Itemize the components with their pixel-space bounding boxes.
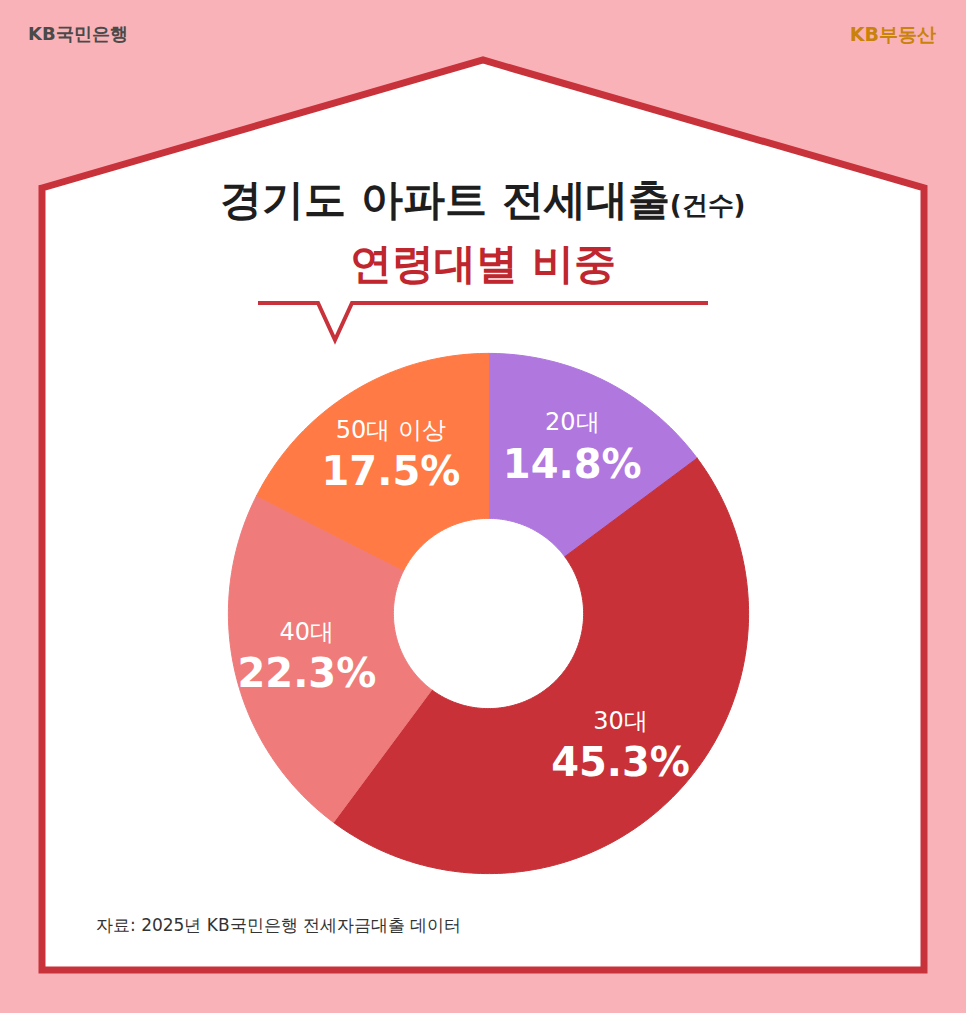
html-text:경기도 아파트 전세대출(건수): 경기도 아파트 전세대출(건수) — [220, 175, 746, 224]
svg-text:20대: 20대 — [545, 408, 600, 436]
html-text:KB부동산: KB부동산 — [849, 23, 936, 45]
svg-text:45.3%: 45.3% — [551, 739, 690, 785]
svg-text:14.8%: 14.8% — [503, 441, 642, 487]
svg-text:22.3%: 22.3% — [237, 650, 376, 696]
svg-text:30대: 30대 — [593, 707, 648, 735]
html-text:연령대별 비중: 연령대별 비중 — [349, 239, 617, 288]
html-text:자료: 2025년 KB국민은행 전세자금대출 데이터: 자료: 2025년 KB국민은행 전세자금대출 데이터 — [96, 915, 462, 935]
html-text:KB국민은행: KB국민은행 — [28, 23, 128, 44]
svg-text:50대 이상: 50대 이상 — [336, 416, 446, 444]
svg-text:40대: 40대 — [280, 618, 335, 646]
svg-text:17.5%: 17.5% — [322, 448, 461, 494]
